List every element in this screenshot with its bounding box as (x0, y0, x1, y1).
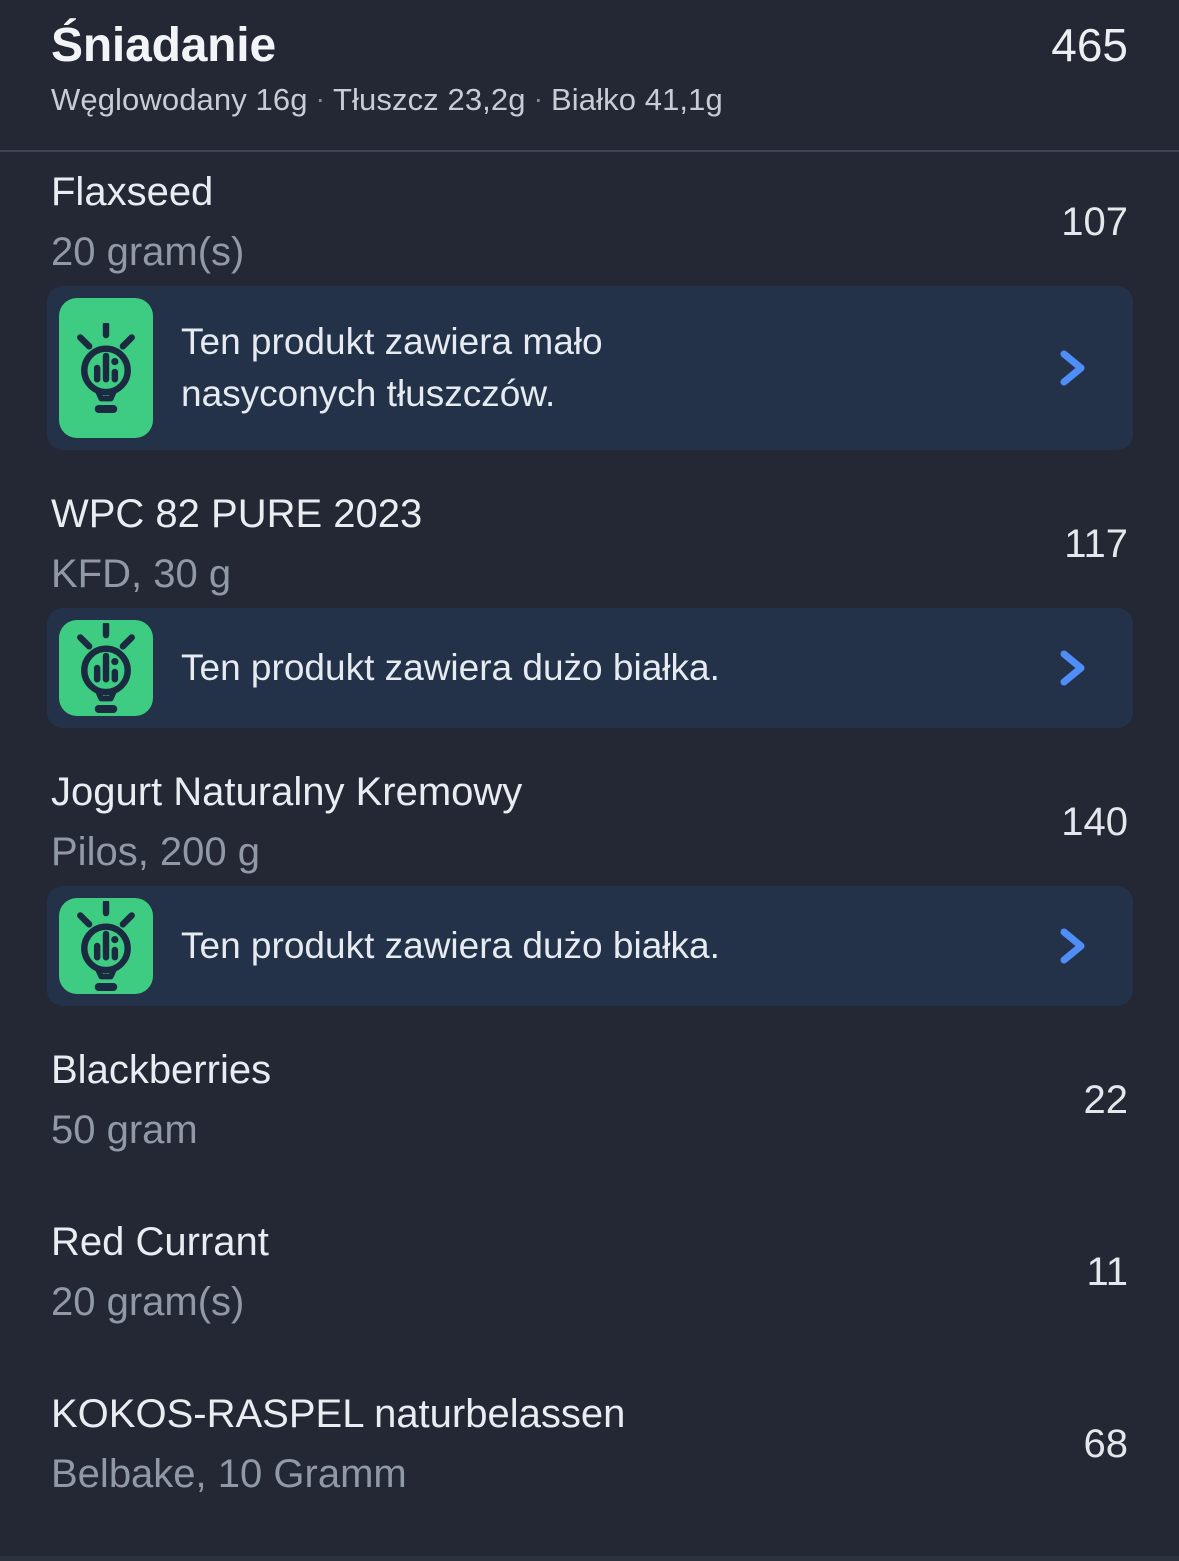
food-name: Red Currant (51, 1220, 269, 1264)
lightbulb-stats-icon (59, 898, 153, 994)
meal-header-row: Śniadanie 465 (51, 16, 1128, 76)
food-portion: Belbake, 10 Gramm (51, 1452, 407, 1496)
header-divider (0, 150, 1179, 152)
lightbulb-stats-icon (59, 620, 153, 716)
chevron-right-icon (1056, 646, 1089, 690)
food-item: Red Currant 20 gram(s) 11 (47, 1216, 1133, 1328)
food-row[interactable]: Blackberries 50 gram 22 (47, 1044, 1133, 1156)
food-calories: 68 (1083, 1421, 1129, 1466)
food-item: WPC 82 PURE 2023 KFD, 30 g 117 Ten produ… (47, 488, 1133, 728)
food-item: Jogurt Naturalny Kremowy Pilos, 200 g 14… (47, 766, 1133, 1006)
meal-title: Śniadanie (51, 19, 276, 72)
food-name: Flaxseed (51, 170, 214, 214)
food-portion: 20 gram(s) (51, 230, 245, 274)
food-name: WPC 82 PURE 2023 (51, 492, 423, 536)
food-list: Flaxseed 20 gram(s) 107 Ten produkt zawi… (0, 152, 1179, 1500)
section-divider (0, 1556, 1179, 1561)
food-name: Blackberries (51, 1048, 272, 1092)
macro-summary: Węglowodany 16g · Tłuszcz 23,2g · Białko 41,… (51, 82, 1128, 118)
nutrition-tip-banner[interactable]: Ten produkt zawiera dużo białka. (47, 886, 1133, 1006)
tip-text: Ten produkt zawiera dużo białka. (181, 925, 720, 966)
food-text: KOKOS-RASPEL naturbelassen Belbake, 10 G… (51, 1388, 625, 1500)
food-text: Flaxseed 20 gram(s) (51, 166, 244, 278)
food-portion: 20 gram(s) (51, 1280, 245, 1324)
food-item: Blackberries 50 gram 22 (47, 1044, 1133, 1156)
macro-separator: · (315, 83, 325, 114)
protein-value: Białko 41,1g (551, 82, 723, 117)
food-item: Flaxseed 20 gram(s) 107 Ten produkt zawi… (47, 166, 1133, 450)
tip-text: Ten produkt zawiera mało nasyconych tłus… (181, 321, 603, 414)
food-portion: Pilos, 200 g (51, 830, 261, 874)
food-portion: KFD, 30 g (51, 552, 232, 596)
meal-total-calories: 465 (1051, 19, 1128, 71)
food-text: Blackberries 50 gram (51, 1044, 271, 1156)
food-row[interactable]: Jogurt Naturalny Kremowy Pilos, 200 g 14… (47, 766, 1133, 878)
food-calories: 22 (1083, 1077, 1129, 1122)
food-row[interactable]: KOKOS-RASPEL naturbelassen Belbake, 10 G… (47, 1388, 1133, 1500)
lightbulb-stats-icon (59, 298, 153, 438)
nutrition-tip-banner[interactable]: Ten produkt zawiera dużo białka. (47, 608, 1133, 728)
meal-header: Śniadanie 465 Węglowodany 16g · Tłuszcz 23… (0, 0, 1179, 150)
food-calories: 11 (1086, 1249, 1128, 1294)
food-calories: 107 (1061, 199, 1128, 244)
food-item: KOKOS-RASPEL naturbelassen Belbake, 10 G… (47, 1388, 1133, 1500)
macro-separator: · (533, 83, 543, 114)
food-text: Red Currant 20 gram(s) (51, 1216, 269, 1328)
food-row[interactable]: Red Currant 20 gram(s) 11 (47, 1216, 1133, 1328)
food-row[interactable]: WPC 82 PURE 2023 KFD, 30 g 117 (47, 488, 1133, 600)
carbs-value: Węglowodany 16g (51, 82, 308, 117)
food-portion: 50 gram (51, 1108, 198, 1152)
food-calories: 117 (1064, 521, 1128, 566)
food-text: WPC 82 PURE 2023 KFD, 30 g (51, 488, 422, 600)
chevron-right-icon (1056, 346, 1089, 390)
food-name: Jogurt Naturalny Kremowy (51, 770, 523, 814)
nutrition-tip-banner[interactable]: Ten produkt zawiera mało nasyconych tłus… (47, 286, 1133, 450)
food-text: Jogurt Naturalny Kremowy Pilos, 200 g (51, 766, 522, 878)
tip-text: Ten produkt zawiera dużo białka. (181, 647, 720, 688)
food-name: KOKOS-RASPEL naturbelassen (51, 1392, 626, 1436)
fat-value: Tłuszcz 23,2g (333, 82, 526, 117)
food-calories: 140 (1061, 799, 1128, 844)
chevron-right-icon (1056, 924, 1089, 968)
food-row[interactable]: Flaxseed 20 gram(s) 107 (47, 166, 1133, 278)
